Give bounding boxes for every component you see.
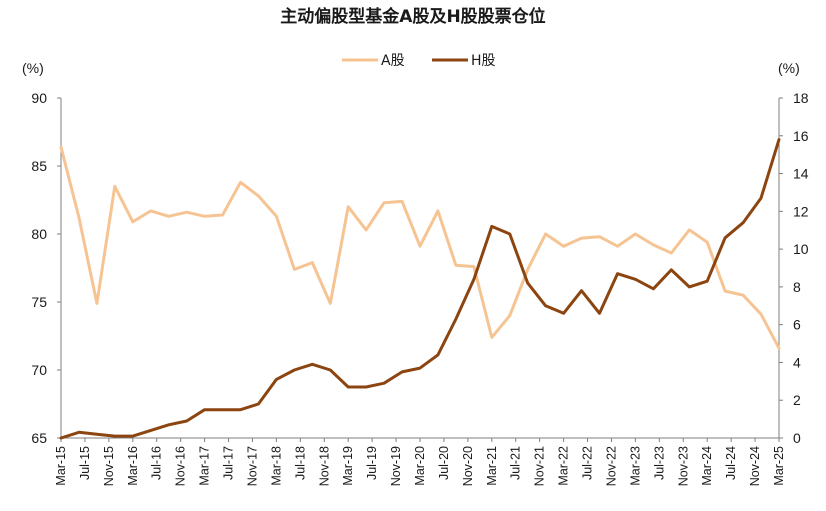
x-tick-label: Nov-20	[461, 446, 475, 486]
series-line-h-share	[59, 138, 781, 440]
x-tick-label: Jul-19	[365, 446, 379, 480]
x-tick-label: Nov-15	[102, 446, 116, 486]
x-tick-label: Jul-21	[509, 446, 523, 480]
x-tick-label: Mar-22	[557, 446, 571, 486]
series-layer	[59, 138, 781, 440]
x-tick-label: Mar-23	[628, 446, 642, 486]
left-axis: 65 70 75 80 85 90	[31, 90, 61, 446]
series-line-a-share	[59, 145, 781, 350]
right-tick-label: 4	[793, 354, 801, 370]
x-tick-label: Nov-24	[748, 446, 762, 486]
x-tick-label: Mar-17	[198, 446, 212, 486]
right-tick-label: 14	[793, 166, 809, 182]
x-tick-label: Jul-18	[293, 446, 307, 480]
left-axis-unit: (%)	[22, 60, 44, 76]
x-tick-label: Jul-23	[652, 446, 666, 480]
x-tick-label: Mar-19	[341, 446, 355, 486]
x-tick-label: Jul-20	[437, 446, 451, 480]
right-tick-label: 10	[793, 241, 809, 257]
x-tick-label: Jul-15	[78, 446, 92, 480]
legend: A股 H股	[342, 53, 496, 69]
left-tick-label: 90	[31, 90, 47, 106]
x-tick-label: Nov-19	[389, 446, 403, 486]
x-tick-label: Jul-16	[150, 446, 164, 480]
x-tick-label: Jul-24	[724, 446, 738, 480]
x-tick-label: Nov-16	[174, 446, 188, 486]
left-tick-label: 75	[31, 294, 47, 310]
legend-label-h-share: H股	[471, 53, 496, 69]
right-axis-unit: (%)	[778, 60, 800, 76]
right-tick-label: 16	[793, 128, 809, 144]
right-tick-label: 2	[793, 392, 801, 408]
right-tick-label: 0	[793, 430, 801, 446]
x-tick-label: Nov-18	[317, 446, 331, 486]
left-tick-label: 80	[31, 226, 47, 242]
chart-title: 主动偏股型基金A股及H股股票仓位	[280, 6, 545, 27]
x-tick-label: Mar-25	[772, 446, 786, 486]
left-tick-label: 85	[31, 158, 47, 174]
legend-label-a-share: A股	[381, 53, 405, 69]
x-tick-label: Mar-21	[485, 446, 499, 486]
right-tick-label: 8	[793, 279, 801, 295]
x-tick-label: Mar-20	[413, 446, 427, 486]
x-tick-label: Mar-18	[269, 446, 283, 486]
right-tick-label: 6	[793, 317, 801, 333]
x-tick-label: Mar-16	[126, 446, 140, 486]
x-tick-label: Nov-23	[676, 446, 690, 486]
left-tick-label: 65	[31, 430, 47, 446]
x-tick-label: Nov-17	[245, 446, 259, 486]
right-tick-label: 12	[793, 203, 809, 219]
x-tick-label: Mar-15	[54, 446, 68, 486]
x-tick-label: Nov-21	[533, 446, 547, 486]
right-axis: 0 2 4 6 8 10 12 14 16 18	[779, 90, 809, 446]
x-tick-label: Jul-22	[581, 446, 595, 480]
left-tick-label: 70	[31, 362, 47, 378]
x-tick-label: Jul-17	[222, 446, 236, 480]
right-tick-label: 18	[793, 90, 809, 106]
x-axis: Mar-15 Jul-15 Nov-15 Mar-16 Jul-16 Nov-16 Mar-…	[54, 98, 786, 486]
x-tick-label: Mar-24	[700, 446, 714, 486]
x-tick-label: Nov-22	[604, 446, 618, 486]
